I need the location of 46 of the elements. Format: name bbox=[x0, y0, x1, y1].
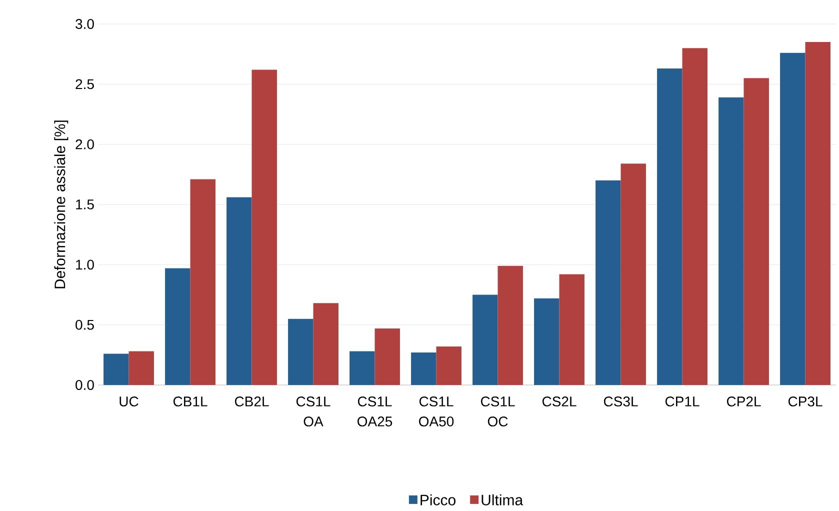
legend-label: Picco bbox=[420, 494, 456, 506]
bar bbox=[128, 351, 154, 386]
bar bbox=[718, 98, 744, 386]
bar bbox=[313, 303, 338, 386]
y-tick-label: 0.5 bbox=[76, 320, 94, 330]
x-tick-label: CS3L bbox=[604, 396, 638, 407]
bar bbox=[596, 180, 621, 386]
bar bbox=[350, 351, 375, 386]
bar bbox=[559, 274, 584, 386]
bar bbox=[104, 354, 129, 386]
x-tick-label: CS1L OA bbox=[296, 396, 330, 427]
y-tick-label: 2.5 bbox=[76, 79, 94, 90]
y-tick-label: 1.0 bbox=[76, 260, 94, 270]
bar bbox=[534, 298, 560, 386]
x-tick-label: CS1L OC bbox=[480, 396, 515, 427]
bar bbox=[498, 266, 523, 386]
x-tick-label: UC bbox=[120, 396, 138, 407]
bar bbox=[744, 78, 769, 386]
bar bbox=[226, 197, 252, 386]
x-tick-label: CP1L bbox=[665, 396, 700, 407]
bar bbox=[682, 48, 708, 386]
x-tick-label: CB2L bbox=[234, 396, 269, 407]
bar bbox=[165, 268, 190, 386]
legend-label: Ultima bbox=[482, 494, 524, 506]
bar bbox=[805, 42, 830, 386]
bar bbox=[252, 70, 277, 386]
y-axis-title: Deformazione assiale [%] bbox=[54, 120, 68, 288]
bar bbox=[657, 68, 682, 386]
bar bbox=[620, 164, 646, 386]
bar bbox=[288, 318, 314, 386]
y-tick-label: 1.5 bbox=[76, 200, 94, 210]
y-tick-label: 0.0 bbox=[76, 380, 94, 390]
y-tick-label: 3.0 bbox=[76, 19, 94, 30]
x-tick-label: CS2L bbox=[542, 396, 576, 407]
bar bbox=[190, 179, 216, 386]
y-tick-label: 2.0 bbox=[76, 140, 94, 150]
bar bbox=[780, 53, 806, 386]
x-tick-label: CS1L OA25 bbox=[358, 396, 392, 427]
x-tick-label: CB1L bbox=[173, 396, 208, 407]
x-tick-label: CP3L bbox=[788, 396, 822, 407]
x-tick-label: CP2L bbox=[726, 396, 761, 407]
x-tick-label: CS1L OA50 bbox=[419, 396, 454, 427]
bar bbox=[374, 328, 400, 386]
bar bbox=[411, 352, 436, 386]
bar bbox=[436, 346, 462, 386]
bar bbox=[472, 294, 498, 386]
